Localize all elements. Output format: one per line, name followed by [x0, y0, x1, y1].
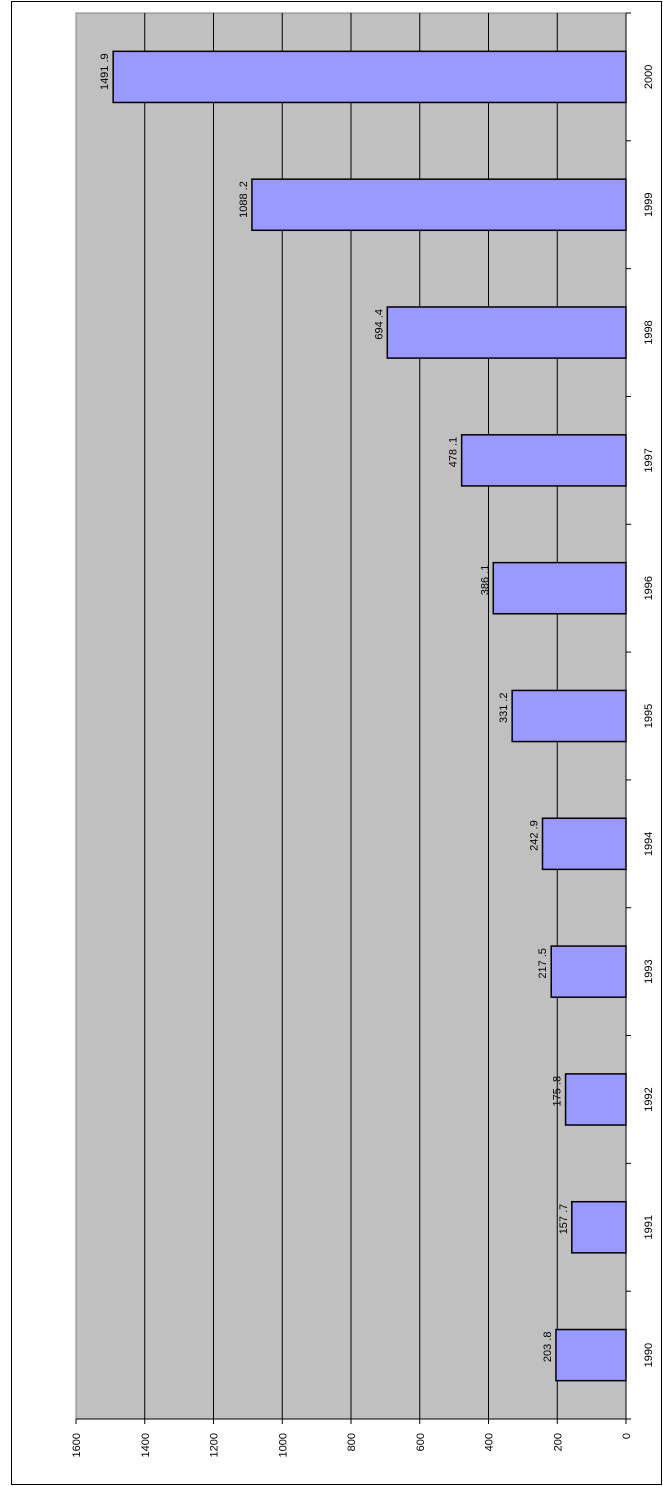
category-label-2000: 2000: [643, 65, 655, 89]
value-axis-tick-label: 0: [621, 1433, 633, 1439]
bar-1997: [460, 434, 627, 487]
value-axis-tick-label: 600: [415, 1433, 427, 1451]
gridlines: [144, 13, 558, 1419]
bar-1990: [555, 1328, 627, 1382]
category-label-1997: 1997: [643, 448, 655, 472]
bar-1994: [541, 817, 627, 871]
bar-1999: [251, 178, 627, 232]
bar-1998: [386, 306, 627, 359]
category-label-1998: 1998: [643, 320, 655, 344]
category-label-1994: 1994: [643, 832, 655, 856]
data-label-1992: 175 .8: [552, 1076, 564, 1107]
value-axis-tick-label: 1400: [140, 1433, 152, 1457]
axes: [75, 12, 631, 1424]
category-label-1991: 1991: [643, 1215, 655, 1239]
data-label-1991: 157 .7: [558, 1204, 570, 1235]
bars: [112, 50, 627, 1382]
bar-1995: [511, 689, 627, 743]
data-label-2000: 1491 .9: [99, 53, 111, 90]
data-label-1995: 331 .2: [498, 692, 510, 723]
data-label-1993: 217 .5: [537, 948, 549, 979]
data-label-1996: 386 .1: [479, 565, 491, 596]
category-label-1990: 1990: [643, 1343, 655, 1367]
value-axis-tick-label: 1200: [209, 1433, 221, 1457]
category-label-1992: 1992: [643, 1087, 655, 1111]
value-axis-tick-label: 1600: [71, 1433, 83, 1457]
value-axis-tick-label: 800: [346, 1433, 358, 1451]
category-label-1993: 1993: [643, 959, 655, 983]
bar-1993: [550, 945, 627, 998]
bar-1992: [564, 1073, 627, 1126]
data-label-1990: 203 .8: [542, 1332, 554, 1363]
bar-1996: [492, 561, 627, 615]
data-label-1999: 1088 .2: [238, 181, 250, 218]
value-axis-tick-label: 400: [484, 1433, 496, 1451]
value-axis-tick-label: 200: [552, 1433, 564, 1451]
bar-2000: [112, 50, 627, 104]
category-label-1995: 1995: [643, 704, 655, 728]
labels: 0 200 400 600 800 1000 1200 1400 1600 1990 203 .8 1…: [71, 53, 655, 1457]
bar-1991: [571, 1200, 627, 1254]
data-label-1994: 242 .9: [529, 820, 541, 851]
data-label-1997: 478 .1: [448, 437, 460, 468]
category-label-1999: 1999: [643, 192, 655, 216]
value-axis-tick-label: 1000: [277, 1433, 289, 1457]
category-label-1996: 1996: [643, 576, 655, 600]
data-label-1998: 694 .4: [373, 309, 385, 340]
